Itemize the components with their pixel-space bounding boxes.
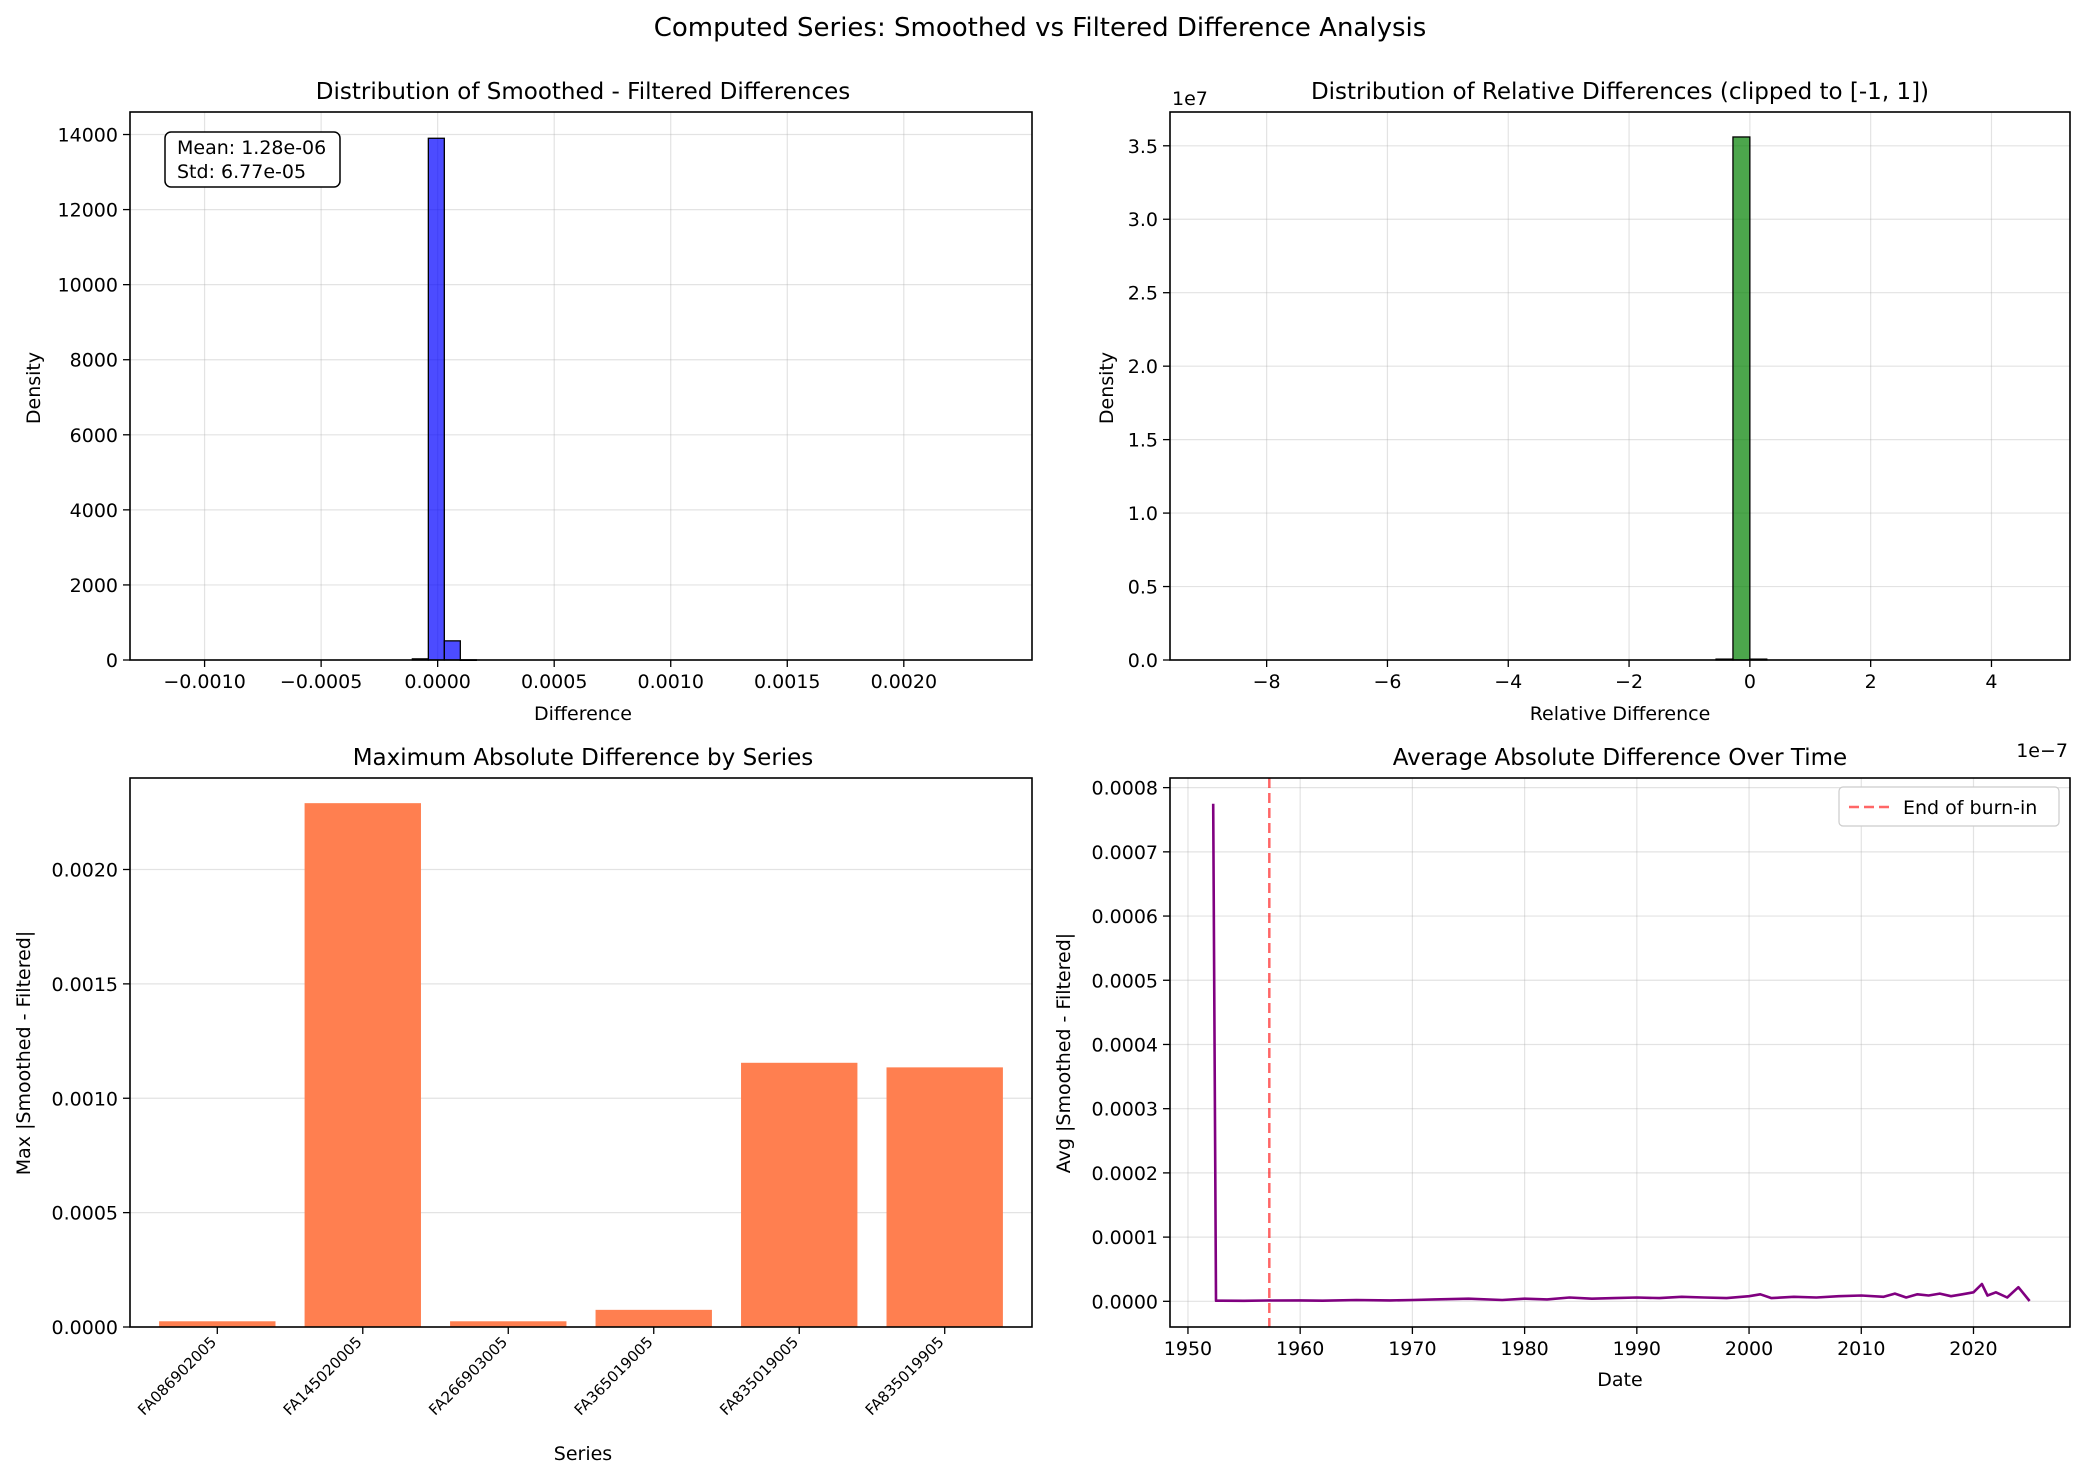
x-axis-label: Difference xyxy=(534,703,632,725)
y-tick-label: 0.0000 xyxy=(1092,1291,1158,1313)
y-tick-label: 0.0003 xyxy=(1092,1099,1158,1121)
axes-frame xyxy=(1169,111,2071,661)
panel-title: Distribution of Smoothed - Filtered Diff… xyxy=(316,79,850,105)
bar-fa086902005 xyxy=(159,1321,276,1327)
y-tick-label: 0.0006 xyxy=(1092,906,1158,928)
legend-label: End of burn-in xyxy=(1903,797,2037,819)
series-line xyxy=(1211,803,2031,1303)
x-tick-label: 2010 xyxy=(1837,1338,1885,1360)
y-tick-label: 1.5 xyxy=(1128,430,1158,452)
bar-fa266903005 xyxy=(450,1321,567,1327)
y-tick-label: 3.5 xyxy=(1128,136,1158,158)
x-axis-label: Relative Difference xyxy=(1530,703,1711,725)
x-tick-label: FA266903005 xyxy=(425,1333,511,1419)
x-tick-label: −0.0010 xyxy=(163,671,245,693)
y-tick-label: 0.0000 xyxy=(52,1317,118,1339)
x-tick-label: FA086902005 xyxy=(134,1333,220,1419)
x-tick-label: 0.0005 xyxy=(521,671,587,693)
x-tick-label: 0.0000 xyxy=(404,671,470,693)
y-axis-label: Max |Smoothed - Filtered| xyxy=(13,931,35,1176)
x-offset-label: 1e−7 xyxy=(2016,740,2068,762)
x-tick-label: −4 xyxy=(1494,671,1522,693)
bar-fa835019905 xyxy=(886,1067,1003,1327)
stats-std: Std: 6.77e-05 xyxy=(177,161,306,183)
y-tick-label: 0.0004 xyxy=(1092,1034,1158,1056)
x-tick-label: 4 xyxy=(1985,671,1997,693)
histogram-bin xyxy=(443,640,461,661)
bar-fa145020005 xyxy=(304,803,421,1327)
stats-box xyxy=(164,131,341,188)
x-tick-label: 2020 xyxy=(1949,1338,1997,1360)
panel-title: Distribution of Relative Differences (cl… xyxy=(1311,79,1929,105)
y-tick-label: 2.5 xyxy=(1128,283,1158,305)
y-tick-label: 4000 xyxy=(70,500,118,522)
stats-mean: Mean: 1.28e-06 xyxy=(177,137,326,159)
bar-fa365019005 xyxy=(595,1309,712,1327)
y-tick-label: 0.5 xyxy=(1128,577,1158,599)
y-tick-label: 0.0005 xyxy=(52,1203,118,1225)
y-tick-label: 0.0010 xyxy=(52,1088,118,1110)
x-tick-label: 1970 xyxy=(1388,1338,1436,1360)
histogram-bin xyxy=(1732,136,1751,661)
y-tick-label: 2000 xyxy=(70,575,118,597)
y-tick-label: 12000 xyxy=(58,200,118,222)
x-tick-label: −8 xyxy=(1253,671,1281,693)
x-tick-label: FA365019005 xyxy=(571,1333,657,1419)
y-tick-label: 2.0 xyxy=(1128,356,1158,378)
x-tick-label: −0.0005 xyxy=(280,671,362,693)
y-tick-label: 3.0 xyxy=(1128,209,1158,231)
axes-frame xyxy=(129,777,1033,1328)
panel-title: Maximum Absolute Difference by Series xyxy=(353,745,814,771)
x-tick-label: 0.0015 xyxy=(754,671,820,693)
y-axis-label: Density xyxy=(1096,352,1118,424)
x-tick-label: 1950 xyxy=(1164,1338,1212,1360)
y-axis-label: Density xyxy=(23,352,45,424)
x-tick-label: 1960 xyxy=(1276,1338,1324,1360)
axes-frame xyxy=(129,111,1033,661)
figure-title: Computed Series: Smoothed vs Filtered Di… xyxy=(654,13,1427,43)
panel-difference-histogram: Distribution of Smoothed - Filtered Diff… xyxy=(23,79,1033,725)
y-tick-label: 0.0020 xyxy=(52,860,118,882)
x-tick-label: 1980 xyxy=(1500,1338,1548,1360)
x-tick-label: 0 xyxy=(1744,671,1756,693)
y-tick-label: 1.0 xyxy=(1128,503,1158,525)
x-axis-label: Date xyxy=(1597,1369,1642,1391)
bar-fa835019005 xyxy=(741,1062,858,1327)
x-tick-label: FA145020005 xyxy=(280,1333,366,1419)
y-tick-label: 10000 xyxy=(58,275,118,297)
x-tick-label: 1990 xyxy=(1613,1338,1661,1360)
x-tick-label: −6 xyxy=(1373,671,1401,693)
panel-relative-difference-histogram: Distribution of Relative Differences (cl… xyxy=(1096,79,2071,762)
x-tick-label: FA835019005 xyxy=(716,1333,802,1419)
legend xyxy=(1838,786,2060,827)
axes-frame xyxy=(1169,777,2071,1328)
y-tick-label: 0.0008 xyxy=(1092,778,1158,800)
histogram-bin xyxy=(427,137,445,661)
y-tick-label: 0.0 xyxy=(1128,650,1158,672)
y-tick-label: 0.0001 xyxy=(1092,1227,1158,1249)
x-tick-label: 0.0020 xyxy=(871,671,937,693)
y-offset-label: 1e7 xyxy=(1172,88,1208,110)
y-tick-label: 8000 xyxy=(70,350,118,372)
y-tick-label: 0.0015 xyxy=(52,974,118,996)
x-tick-label: 2 xyxy=(1865,671,1877,693)
y-tick-label: 0.0002 xyxy=(1092,1163,1158,1185)
panel-max-difference-bars: Maximum Absolute Difference by Series Se… xyxy=(13,745,1033,1465)
panel-title: Average Absolute Difference Over Time xyxy=(1393,745,1847,771)
y-tick-label: 6000 xyxy=(70,425,118,447)
y-tick-label: 0.0007 xyxy=(1092,842,1158,864)
panel-average-difference-line: Average Absolute Difference Over Time Da… xyxy=(1053,745,2071,1391)
y-axis-label: Avg |Smoothed - Filtered| xyxy=(1053,933,1075,1173)
y-tick-label: 0.0005 xyxy=(1092,970,1158,992)
y-tick-label: 14000 xyxy=(58,125,118,147)
x-tick-label: −2 xyxy=(1615,671,1643,693)
x-tick-label: 2000 xyxy=(1725,1338,1773,1360)
x-tick-label: FA835019905 xyxy=(862,1333,948,1419)
x-tick-label: 0.0010 xyxy=(637,671,703,693)
x-axis-label: Series xyxy=(554,1443,612,1465)
y-tick-label: 0 xyxy=(106,650,118,672)
